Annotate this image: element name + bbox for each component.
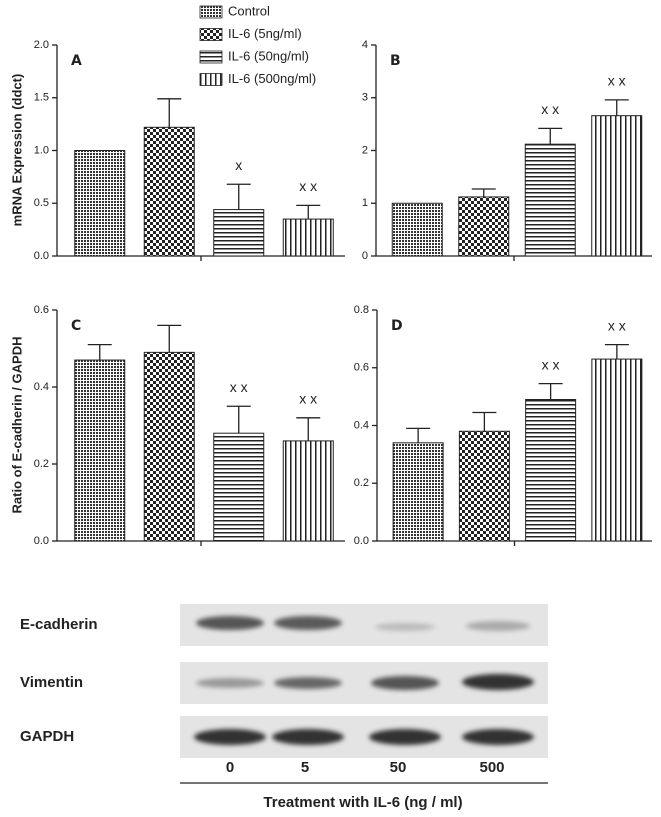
error-bar [604,99,629,116]
band [274,616,342,630]
significance-mark: x x [299,391,317,407]
error-bar [226,405,251,434]
blot-row-label: E-cadherin [20,616,98,633]
legend-label: IL-6 (500ng/ml) [228,71,316,86]
bar [74,150,126,257]
significance-mark: x x [608,73,626,89]
band [196,616,264,630]
y-tick-label: 0.4 [354,419,369,431]
band [462,674,534,690]
y-tick-label: 0.6 [34,304,49,316]
y-tick-label: 4 [362,39,368,51]
bar [525,399,577,542]
band [194,729,266,745]
y-axis-label: Ratio of E-cadherin / GAPDH [9,337,24,514]
bar [213,432,265,542]
band [462,729,534,745]
y-tick-label: 3 [362,92,368,104]
y-tick-label: 2.0 [34,39,49,51]
band [375,623,435,631]
panel-label: D [391,318,403,334]
bar [143,126,195,257]
panel-label: C [71,318,81,334]
error-bar [604,344,629,360]
error-bar [472,411,497,432]
bar [591,115,643,257]
band [272,729,344,745]
error-bar [538,382,563,400]
significance-mark: x x [230,379,248,395]
legend-swatch [199,73,223,86]
y-axis-label: mRNA Expression (ddct) [9,74,24,227]
error-bar [471,188,496,197]
error-bar [226,183,251,210]
y-tick-label: 0 [362,250,368,262]
y-tick-label: 0.2 [34,458,49,470]
significance-mark: x x [299,178,317,194]
error-bar [157,98,182,128]
band [274,677,342,689]
y-tick-label: 0.5 [34,197,49,209]
error-bar [406,427,431,443]
blot-x-label: Treatment with IL-6 (ng / ml) [263,794,462,811]
bar [392,442,444,542]
bar [458,196,510,257]
band [369,729,441,745]
blot-row-label: GAPDH [20,728,74,745]
legend-label: IL-6 (5ng/ml) [228,26,302,41]
y-tick-label: 0.2 [354,477,369,489]
y-tick-label: 0.0 [34,250,49,262]
bar [524,143,576,257]
error-bar [296,417,321,441]
legend-swatch [199,50,223,64]
bar [213,209,265,257]
y-tick-label: 0.4 [34,381,49,393]
y-tick-label: 0.8 [354,304,369,316]
blot-row-label: Vimentin [20,674,83,691]
bar [143,351,195,542]
bar [282,440,334,542]
band [466,621,530,631]
y-tick-label: 0.6 [354,362,369,374]
significance-mark: x x [541,101,559,117]
lane-label: 500 [479,759,504,776]
legend-swatch [199,5,223,19]
panel-label: B [390,53,401,69]
error-bar [296,204,321,220]
significance-mark: x x [542,356,560,372]
legend-label: Control [228,3,270,18]
error-bar [87,344,112,361]
error-bar [157,324,182,353]
band [196,678,264,688]
error-bar [538,127,563,145]
y-tick-label: 1 [362,197,368,209]
lane-label: 0 [226,759,234,776]
legend: Control IL-6 (5ng/ml) IL-6 (50ng/ml) IL-6 (… [199,3,316,86]
bar [74,359,126,542]
y-tick-label: 1.0 [34,144,49,156]
y-tick-label: 0.0 [34,535,49,547]
significance-mark: x x [608,317,626,333]
legend-label: IL-6 (50ng/ml) [228,48,309,63]
panel-label: A [71,53,82,69]
bar [282,218,334,257]
bands [194,616,534,745]
bar [391,202,443,257]
y-tick-label: 1.5 [34,92,49,104]
y-tick-label: 2 [362,144,368,156]
lane-label: 5 [301,759,309,776]
band [371,676,439,690]
bar [458,430,510,542]
western-blot: E-cadherin Vimentin GAPDH 0 5 50 500 Tre… [20,604,548,811]
legend-swatch [199,28,223,41]
lane-label: 50 [390,759,407,776]
bar [591,358,643,542]
significance-mark: x [235,157,242,173]
y-tick-label: 0.0 [354,535,369,547]
